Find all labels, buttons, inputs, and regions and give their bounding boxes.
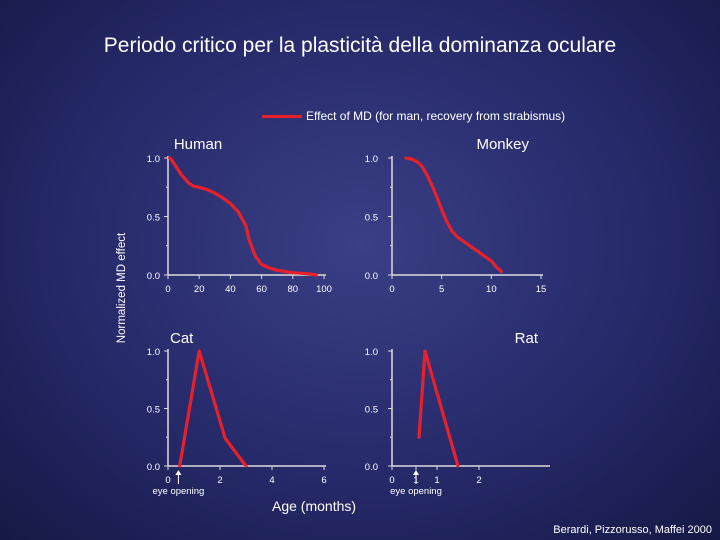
y-tick-label-cat: 0.5 [147, 405, 160, 416]
x-tick-label-human: 0 [165, 284, 170, 295]
eye-opening-label-rat: eye opening [390, 486, 442, 497]
legend-label: Effect of MD (for man, recovery from str… [306, 109, 566, 123]
y-tick-label-rat: 0.0 [365, 462, 378, 473]
y-tick-label-rat: 0.5 [365, 405, 378, 416]
series-line-rat [417, 349, 460, 468]
panel-title-human: Human [174, 136, 222, 153]
x-tick-label-cat: 6 [321, 475, 326, 486]
series-line-human [168, 156, 318, 277]
eye-opening-label-cat: eye opening [153, 486, 205, 497]
x-tick-label-cat: 4 [269, 475, 274, 486]
x-tick-label-monkey: 15 [536, 284, 547, 295]
source-citation: Berardi, Pizzorusso, Maffei 2000 [553, 524, 712, 536]
y-tick-label-human: 0.5 [147, 213, 160, 224]
x-tick-label-human: 20 [194, 284, 205, 295]
x-tick-label-cat: 2 [217, 475, 222, 486]
legend: Effect of MD (for man, recovery from str… [262, 108, 565, 124]
x-tick-label-cat: 0 [165, 475, 170, 486]
x-tick-label-monkey: 5 [439, 284, 444, 295]
legend-line-swatch [262, 114, 302, 118]
panel-title-rat: Rat [515, 330, 539, 347]
y-tick-label-monkey: 0.5 [365, 213, 378, 224]
x-tick-label-human: 100 [316, 284, 332, 295]
y-tick-label-cat: 0.0 [147, 462, 160, 473]
slide-title: Periodo critico per la plasticità della … [103, 34, 617, 57]
x-tick-label-monkey: 0 [389, 284, 394, 295]
eye-opening-arrowhead-rat [413, 470, 419, 475]
y-tick-label-cat: 1.0 [147, 347, 160, 358]
y-tick-label-human: 1.0 [147, 154, 160, 165]
y-tick-label-monkey: 1.0 [365, 154, 378, 165]
x-tick-label-rat: 1 [434, 475, 439, 486]
x-tick-label-human: 40 [225, 284, 236, 295]
y-tick-label-human: 0.0 [147, 271, 160, 282]
x-tick-label-monkey: 10 [486, 284, 497, 295]
x-tick-label-human: 60 [256, 284, 267, 295]
eye-opening-arrowhead-cat [175, 470, 182, 475]
panel-title-cat: Cat [170, 330, 194, 347]
y-tick-label-monkey: 0.0 [365, 271, 378, 282]
series-line-cat [178, 349, 248, 468]
x-axis-label: Age (months) [272, 498, 357, 514]
x-tick-label-human: 80 [288, 284, 299, 295]
x-tick-label-rat: 2 [476, 475, 481, 486]
series-line-monkey [404, 156, 503, 274]
panel-title-monkey: Monkey [476, 136, 529, 153]
x-tick-label-rat: 0 [389, 475, 394, 486]
y-tick-label-rat: 1.0 [365, 347, 378, 358]
